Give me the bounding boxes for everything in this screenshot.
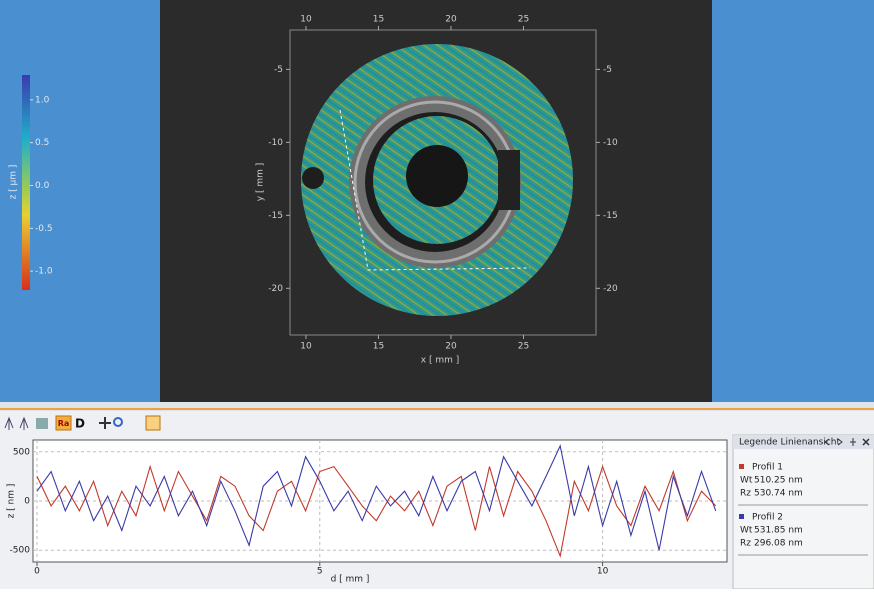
x-tick-label: 15 <box>373 15 384 25</box>
stat-value: 510.25 nm <box>754 476 803 486</box>
toolbar-button[interactable]: Ra <box>58 419 70 428</box>
y-tick-label: -20 <box>603 284 618 294</box>
toolbar-button[interactable]: D <box>75 417 85 431</box>
y-axis-label: y [ mm ] <box>256 163 266 201</box>
stat-value: 530.74 nm <box>754 489 803 499</box>
x-axis-label: d [ mm ] <box>331 575 370 585</box>
colorbar-tick-label: 0.5 <box>35 138 49 148</box>
y-tick-label: -10 <box>268 138 283 148</box>
x-tick-label: 25 <box>518 15 529 25</box>
app-window: Ra D Legende Linienansicht 10 10 15 15 20 20 2… <box>0 0 874 589</box>
y-tick-label: -5 <box>603 65 612 75</box>
x-tick-label: 10 <box>300 342 312 352</box>
colorbar-label: z [ μm ] <box>9 165 19 200</box>
colorbar <box>22 75 30 290</box>
stat-label: Rz <box>740 539 751 549</box>
legend-title: Legende Linienansicht <box>739 438 840 448</box>
stat-label: Rz <box>740 489 751 499</box>
x-tick-label: 20 <box>445 342 457 352</box>
x-axis-label: x [ mm ] <box>421 356 459 366</box>
legend-swatch <box>739 514 744 519</box>
y-tick-label: -500 <box>10 546 31 556</box>
stat-value: 531.85 nm <box>754 526 803 536</box>
stat-label: Wt <box>740 476 753 486</box>
x-tick-label: 20 <box>445 15 457 25</box>
legend-swatch <box>739 464 744 469</box>
x-tick-label: 0 <box>34 567 40 577</box>
colorbar-tick-label: 1.0 <box>35 95 50 105</box>
y-tick-label: 0 <box>24 497 30 507</box>
x-tick-label: 10 <box>597 567 609 577</box>
y-tick-label: -10 <box>603 138 618 148</box>
colorbar-tick-label: -0.5 <box>35 224 53 234</box>
legend-entry[interactable]: Profil 2 <box>752 513 783 523</box>
y-tick-label: 500 <box>13 447 30 457</box>
y-tick-label: -15 <box>268 211 283 221</box>
colorbar-tick-label: -1.0 <box>35 267 53 277</box>
x-tick-label: 10 <box>300 15 312 25</box>
y-tick-label: -20 <box>268 284 283 294</box>
colorbar-tick-label: 0.0 <box>35 181 50 191</box>
x-tick-label: 5 <box>317 567 323 577</box>
y-axis-label: z [ nm ] <box>7 484 17 519</box>
specimen <box>301 44 573 316</box>
y-tick-label: -5 <box>274 65 283 75</box>
stat-value: 296.08 nm <box>754 539 803 549</box>
stat-label: Wt <box>740 526 753 536</box>
x-tick-label: 25 <box>518 342 529 352</box>
legend-entry[interactable]: Profil 1 <box>752 463 783 473</box>
x-tick-label: 15 <box>373 342 384 352</box>
y-tick-label: -15 <box>603 211 618 221</box>
